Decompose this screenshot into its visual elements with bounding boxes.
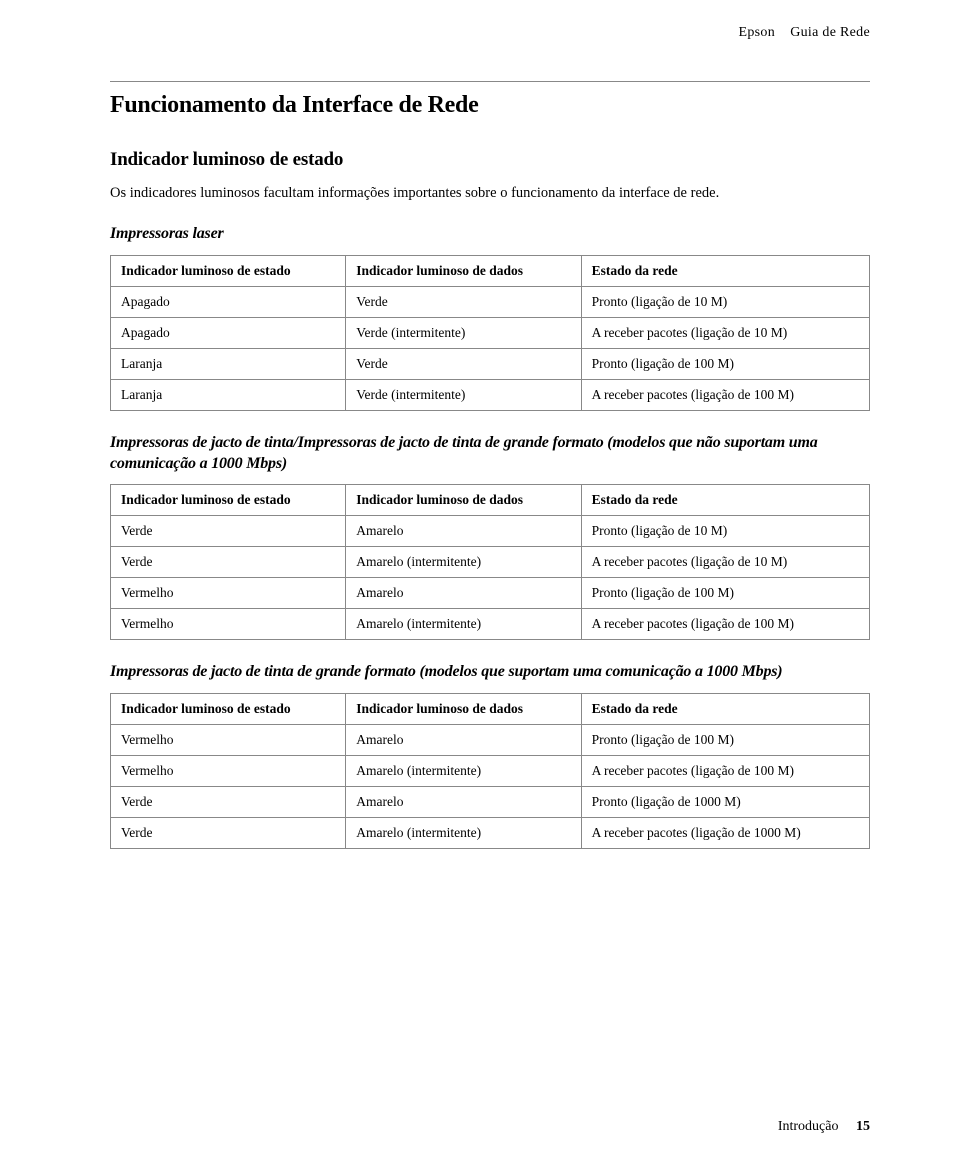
td: Vermelho — [111, 756, 346, 787]
td: A receber pacotes (ligação de 1000 M) — [581, 818, 869, 849]
table-row: Verde Amarelo (intermitente) A receber p… — [111, 818, 870, 849]
td: Laranja — [111, 348, 346, 379]
section-subtitle: Indicador luminoso de estado — [110, 149, 870, 171]
table-row: Apagado Verde Pronto (ligação de 10 M) — [111, 286, 870, 317]
page-title: Funcionamento da Interface de Rede — [110, 92, 870, 119]
td: Vermelho — [111, 578, 346, 609]
td: Amarelo — [346, 516, 581, 547]
table-laser: Indicador luminoso de estado Indicador l… — [110, 255, 870, 411]
footer-section: Introdução — [778, 1119, 839, 1134]
td: Pronto (ligação de 100 M) — [581, 348, 869, 379]
table-header-row: Indicador luminoso de estado Indicador l… — [111, 255, 870, 286]
td: Pronto (ligação de 100 M) — [581, 725, 869, 756]
td: A receber pacotes (ligação de 100 M) — [581, 756, 869, 787]
td: Vermelho — [111, 609, 346, 640]
td: Pronto (ligação de 100 M) — [581, 578, 869, 609]
doc-title: Guia de Rede — [790, 25, 870, 40]
table-header-row: Indicador luminoso de estado Indicador l… — [111, 485, 870, 516]
table-row: Apagado Verde (intermitente) A receber p… — [111, 317, 870, 348]
th: Indicador luminoso de estado — [111, 485, 346, 516]
td: A receber pacotes (ligação de 10 M) — [581, 547, 869, 578]
table-row: Verde Amarelo Pronto (ligação de 10 M) — [111, 516, 870, 547]
table-inkjet: Indicador luminoso de estado Indicador l… — [110, 484, 870, 640]
td: Verde — [111, 547, 346, 578]
th: Estado da rede — [581, 485, 869, 516]
td: Pronto (ligação de 10 M) — [581, 286, 869, 317]
th: Indicador luminoso de estado — [111, 694, 346, 725]
td: A receber pacotes (ligação de 10 M) — [581, 317, 869, 348]
td: Amarelo — [346, 578, 581, 609]
table-row: Laranja Verde Pronto (ligação de 100 M) — [111, 348, 870, 379]
th: Indicador luminoso de dados — [346, 485, 581, 516]
table-row: Vermelho Amarelo (intermitente) A recebe… — [111, 756, 870, 787]
divider — [110, 81, 870, 82]
brand-name: Epson — [739, 25, 776, 40]
table-row: Vermelho Amarelo Pronto (ligação de 100 … — [111, 725, 870, 756]
section2-label: Impressoras de jacto de tinta/Impressora… — [110, 433, 870, 475]
td: Verde (intermitente) — [346, 379, 581, 410]
table-row: Verde Amarelo Pronto (ligação de 1000 M) — [111, 787, 870, 818]
intro-text: Os indicadores luminosos facultam inform… — [110, 183, 870, 204]
section1-label: Impressoras laser — [110, 224, 870, 245]
td: Verde — [111, 787, 346, 818]
td: A receber pacotes (ligação de 100 M) — [581, 379, 869, 410]
td: Amarelo (intermitente) — [346, 756, 581, 787]
th: Estado da rede — [581, 694, 869, 725]
td: A receber pacotes (ligação de 100 M) — [581, 609, 869, 640]
table-inkjet-1000: Indicador luminoso de estado Indicador l… — [110, 693, 870, 849]
page-footer: Introdução 15 — [778, 1119, 870, 1135]
td: Pronto (ligação de 1000 M) — [581, 787, 869, 818]
td: Apagado — [111, 286, 346, 317]
td: Amarelo — [346, 787, 581, 818]
th: Indicador luminoso de dados — [346, 255, 581, 286]
th: Indicador luminoso de dados — [346, 694, 581, 725]
td: Verde — [346, 286, 581, 317]
td: Pronto (ligação de 10 M) — [581, 516, 869, 547]
th: Indicador luminoso de estado — [111, 255, 346, 286]
td: Verde — [346, 348, 581, 379]
table-row: Laranja Verde (intermitente) A receber p… — [111, 379, 870, 410]
td: Amarelo (intermitente) — [346, 818, 581, 849]
table-header-row: Indicador luminoso de estado Indicador l… — [111, 694, 870, 725]
header-breadcrumb: Epson Guia de Rede — [110, 25, 870, 41]
td: Apagado — [111, 317, 346, 348]
page-number: 15 — [856, 1119, 870, 1134]
table-row: Vermelho Amarelo (intermitente) A recebe… — [111, 609, 870, 640]
td: Vermelho — [111, 725, 346, 756]
table-row: Verde Amarelo (intermitente) A receber p… — [111, 547, 870, 578]
th: Estado da rede — [581, 255, 869, 286]
td: Verde (intermitente) — [346, 317, 581, 348]
td: Verde — [111, 818, 346, 849]
td: Verde — [111, 516, 346, 547]
td: Amarelo (intermitente) — [346, 547, 581, 578]
td: Amarelo (intermitente) — [346, 609, 581, 640]
td: Amarelo — [346, 725, 581, 756]
section3-label: Impressoras de jacto de tinta de grande … — [110, 662, 870, 683]
table-row: Vermelho Amarelo Pronto (ligação de 100 … — [111, 578, 870, 609]
td: Laranja — [111, 379, 346, 410]
